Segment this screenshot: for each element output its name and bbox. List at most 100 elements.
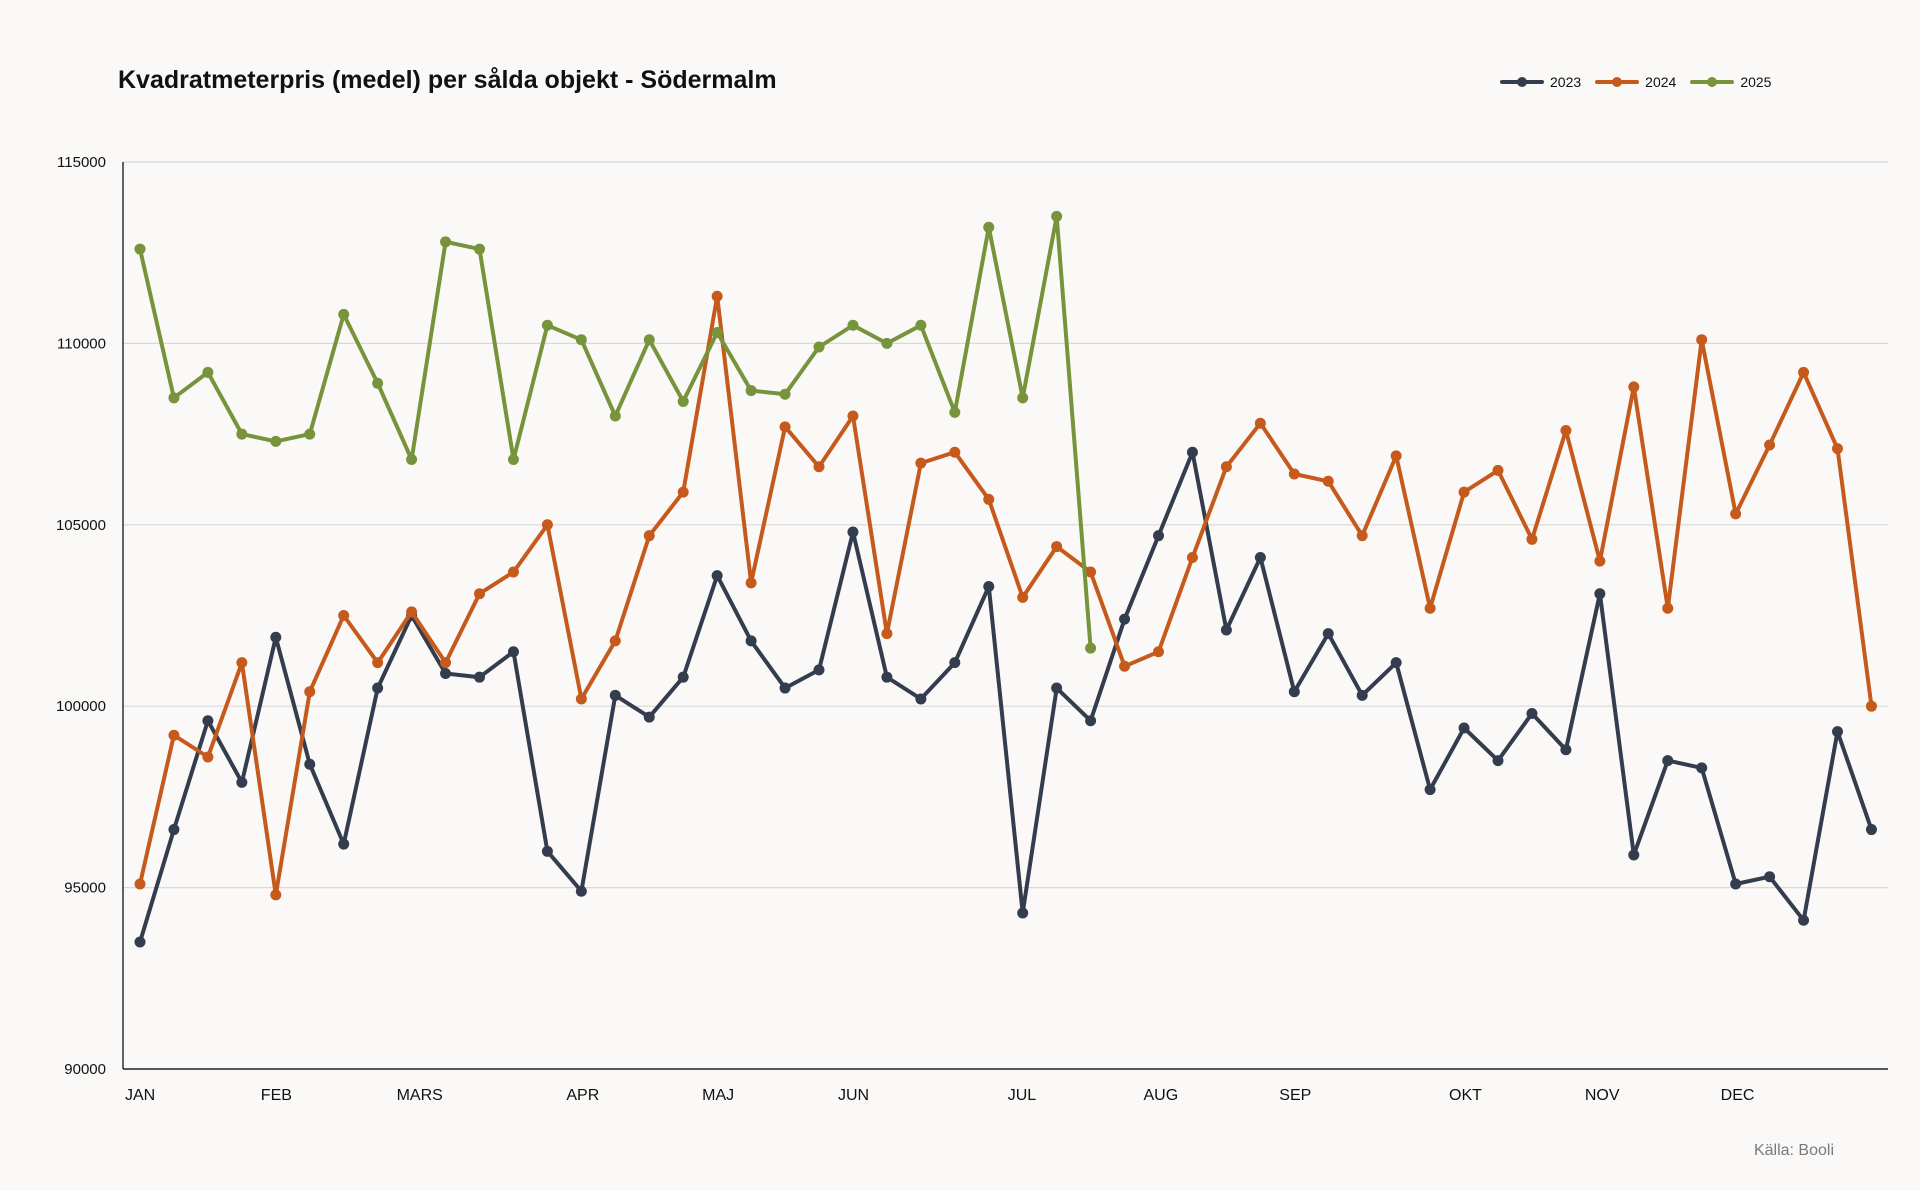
chart-title: Kvadratmeterpris (medel) per sålda objek…: [118, 66, 777, 94]
data-point-2023: [440, 668, 452, 680]
data-point-2023: [1017, 907, 1029, 919]
data-point-2024: [1764, 439, 1776, 451]
data-point-2023: [1458, 722, 1470, 734]
data-point-2024: [202, 751, 214, 763]
y-tick-label: 110000: [57, 335, 106, 352]
data-point-2023: [304, 758, 316, 770]
data-point-2025: [304, 428, 316, 440]
data-point-2024: [270, 889, 282, 901]
data-point-2024: [779, 421, 791, 433]
data-point-2024: [1526, 533, 1538, 545]
data-point-2024: [304, 686, 316, 698]
data-point-2023: [541, 845, 553, 857]
data-point-2024: [1730, 508, 1742, 520]
data-point-2024: [1017, 591, 1029, 603]
data-point-2024: [1390, 450, 1402, 462]
data-point-2025: [813, 341, 825, 353]
data-point-2024: [1119, 660, 1131, 672]
series-line-2024: [138, 294, 1874, 897]
data-point-2023: [1628, 849, 1640, 861]
data-point-2024: [541, 519, 553, 531]
chart-legend: 2023 2024 2025: [1500, 74, 1771, 90]
data-point-2024: [406, 606, 418, 618]
data-point-2025: [983, 221, 995, 233]
data-point-2024: [1560, 424, 1572, 436]
data-point-2025: [541, 319, 553, 331]
data-point-2023: [1730, 878, 1742, 890]
x-tick-label: APR: [566, 1087, 599, 1104]
legend-item-2023: 2023: [1500, 74, 1581, 90]
y-tick-label: 105000: [56, 517, 106, 534]
x-tick-label: JAN: [125, 1087, 155, 1104]
series-line-2025: [138, 214, 1093, 651]
data-point-2024: [1356, 530, 1368, 542]
source-note: Källa: Booli: [1753, 1142, 1834, 1159]
data-point-2024: [1662, 602, 1674, 614]
x-tick-label: JUN: [838, 1087, 869, 1104]
data-point-2024: [813, 461, 825, 473]
data-point-2023: [338, 838, 350, 850]
legend-item-2024: 2024: [1595, 74, 1676, 90]
data-point-2024: [575, 693, 587, 705]
data-point-2023: [1492, 755, 1504, 767]
data-point-2023: [1288, 686, 1300, 698]
data-point-2024: [338, 610, 350, 621]
data-point-2025: [134, 243, 146, 255]
data-point-2025: [507, 453, 519, 465]
data-point-2024: [677, 486, 689, 498]
data-point-2023: [575, 885, 587, 897]
data-point-2023: [507, 646, 519, 658]
data-point-2023: [813, 664, 825, 676]
data-point-2024: [1865, 700, 1877, 712]
data-point-2023: [1220, 624, 1232, 636]
y-tick-label: 95000: [64, 880, 106, 897]
data-point-2025: [1017, 392, 1029, 404]
data-point-2023: [372, 682, 384, 694]
data-point-2025: [881, 337, 893, 349]
data-point-2024: [474, 588, 485, 600]
data-point-2023: [1322, 628, 1334, 640]
data-point-2023: [168, 824, 180, 836]
data-point-2024: [643, 530, 655, 542]
data-point-2023: [270, 631, 282, 643]
data-point-2023: [134, 936, 146, 948]
data-point-2023: [1696, 762, 1708, 774]
series-line-2023: [138, 450, 1874, 944]
data-point-2023: [609, 689, 621, 701]
data-point-2024: [1458, 486, 1470, 498]
data-point-2023: [677, 671, 689, 683]
legend-swatch-2023: [1500, 76, 1544, 88]
data-point-2025: [474, 243, 485, 255]
data-point-2024: [1153, 646, 1164, 658]
data-point-2023: [1560, 744, 1572, 756]
y-tick-label: 115000: [57, 154, 106, 171]
data-point-2025: [915, 319, 927, 331]
data-point-2023: [1526, 707, 1538, 719]
data-point-2023: [1662, 755, 1674, 767]
data-point-2025: [202, 366, 214, 378]
data-point-2024: [168, 729, 180, 741]
data-point-2025: [779, 388, 791, 400]
data-point-2023: [983, 580, 995, 592]
data-point-2025: [609, 410, 621, 422]
data-point-2025: [643, 334, 655, 346]
data-point-2023: [202, 715, 214, 727]
data-point-2025: [372, 377, 384, 389]
x-tick-label: NOV: [1585, 1087, 1620, 1104]
x-tick-label: MARS: [397, 1087, 443, 1104]
data-point-2023: [1798, 914, 1810, 926]
data-point-2024: [440, 657, 452, 669]
data-point-2023: [1051, 682, 1063, 694]
data-point-2023: [1085, 715, 1097, 727]
x-tick-label: JUL: [1008, 1087, 1037, 1104]
x-tick-label: MAJ: [702, 1087, 734, 1104]
data-point-2025: [270, 435, 282, 447]
data-point-2025: [677, 395, 689, 407]
data-point-2024: [881, 628, 893, 640]
data-point-2024: [236, 657, 248, 669]
x-tick-label: FEB: [261, 1087, 292, 1104]
data-point-2023: [881, 671, 893, 683]
data-point-2025: [847, 319, 859, 331]
x-tick-label: AUG: [1144, 1087, 1179, 1104]
data-point-2023: [1390, 657, 1402, 669]
